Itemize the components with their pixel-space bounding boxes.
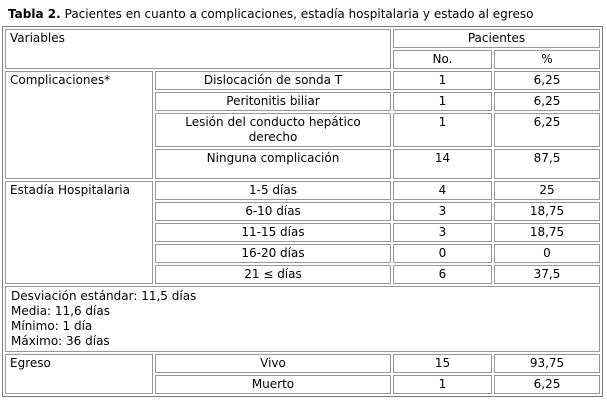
percent-cell: 6,25 (494, 71, 600, 90)
table-row: Ninguna complicación 14 87,5 (5, 149, 600, 179)
group-label-egreso: Egreso (5, 354, 153, 394)
percent-cell: 0 (494, 244, 600, 263)
header-row-1: Variables Pacientes (5, 29, 600, 69)
category-cell: Peritonitis biliar (155, 92, 391, 111)
header-pacientes: Pacientes (393, 29, 600, 48)
table-row: 16-20 días 0 0 (5, 244, 600, 263)
percent-cell: 93,75 (494, 354, 600, 373)
count-cell: 3 (393, 202, 492, 221)
table-row: 21 ≤ días 6 37,5 (5, 265, 600, 284)
header-pct: % (494, 50, 600, 69)
count-cell: 4 (393, 181, 492, 200)
stat-mean: Media: 11,6 días (11, 304, 110, 318)
summary-row: Desviación estándar: 11,5 días Media: 11… (5, 286, 600, 352)
stat-std-deviation: Desviación estándar: 11,5 días (11, 289, 197, 303)
group-label-complicaciones: Complicaciones* (5, 71, 153, 179)
table-row: Lesión del conducto hepático derecho 1 6… (5, 113, 600, 147)
category-cell: 16-20 días (155, 244, 391, 263)
category-cell: Vivo (155, 354, 391, 373)
percent-cell: 18,75 (494, 223, 600, 242)
count-cell: 1 (393, 92, 492, 111)
count-cell: 15 (393, 354, 492, 373)
stat-max: Máximo: 36 días (11, 334, 110, 348)
header-variables: Variables (5, 29, 391, 69)
count-cell: 3 (393, 223, 492, 242)
percent-cell: 18,75 (494, 202, 600, 221)
table-row: Peritonitis biliar 1 6,25 (5, 92, 600, 111)
count-cell: 1 (393, 71, 492, 90)
table-caption: Tabla 2. Pacientes en cuanto a complicaci… (8, 7, 607, 22)
table-caption-label: Tabla 2. (8, 7, 61, 21)
header-row-2: No. % (5, 50, 600, 69)
percent-cell: 6,25 (494, 375, 600, 394)
stat-min: Mínimo: 1 día (11, 319, 93, 333)
count-cell: 0 (393, 244, 492, 263)
category-cell: Lesión del conducto hepático derecho (155, 113, 391, 147)
header-no: No. (393, 50, 492, 69)
percent-cell: 25 (494, 181, 600, 200)
category-cell: Dislocación de sonda T (155, 71, 391, 90)
percent-cell: 37,5 (494, 265, 600, 284)
category-cell: 11-15 días (155, 223, 391, 242)
count-cell: 1 (393, 375, 492, 394)
table-row: Egreso Vivo 15 93,75 (5, 354, 600, 394)
table-row: Estadía Hospitalaria 1-5 días 4 25 (5, 181, 600, 284)
count-cell: 6 (393, 265, 492, 284)
table-row: 6-10 días 3 18,75 (5, 202, 600, 221)
count-cell: 14 (393, 149, 492, 179)
category-cell: 6-10 días (155, 202, 391, 221)
group-label-estadia: Estadía Hospitalaria (5, 181, 153, 284)
percent-cell: 87,5 (494, 149, 600, 179)
percent-cell: 6,25 (494, 113, 600, 147)
category-cell: 21 ≤ días (155, 265, 391, 284)
count-cell: 1 (393, 113, 492, 147)
table-row: Muerto 1 6,25 (5, 375, 600, 394)
table-row: Complicaciones* Dislocación de sonda T 1… (5, 71, 600, 179)
stay-statistics-cell: Desviación estándar: 11,5 días Media: 11… (5, 286, 600, 352)
table-caption-text: Pacientes en cuanto a complicaciones, es… (64, 7, 534, 21)
category-cell: 1-5 días (155, 181, 391, 200)
patients-data-table: Variables Pacientes No. % Complicaciones… (2, 26, 603, 397)
table-row: 11-15 días 3 18,75 (5, 223, 600, 242)
category-cell: Muerto (155, 375, 391, 394)
percent-cell: 6,25 (494, 92, 600, 111)
category-cell: Ninguna complicación (155, 149, 391, 179)
